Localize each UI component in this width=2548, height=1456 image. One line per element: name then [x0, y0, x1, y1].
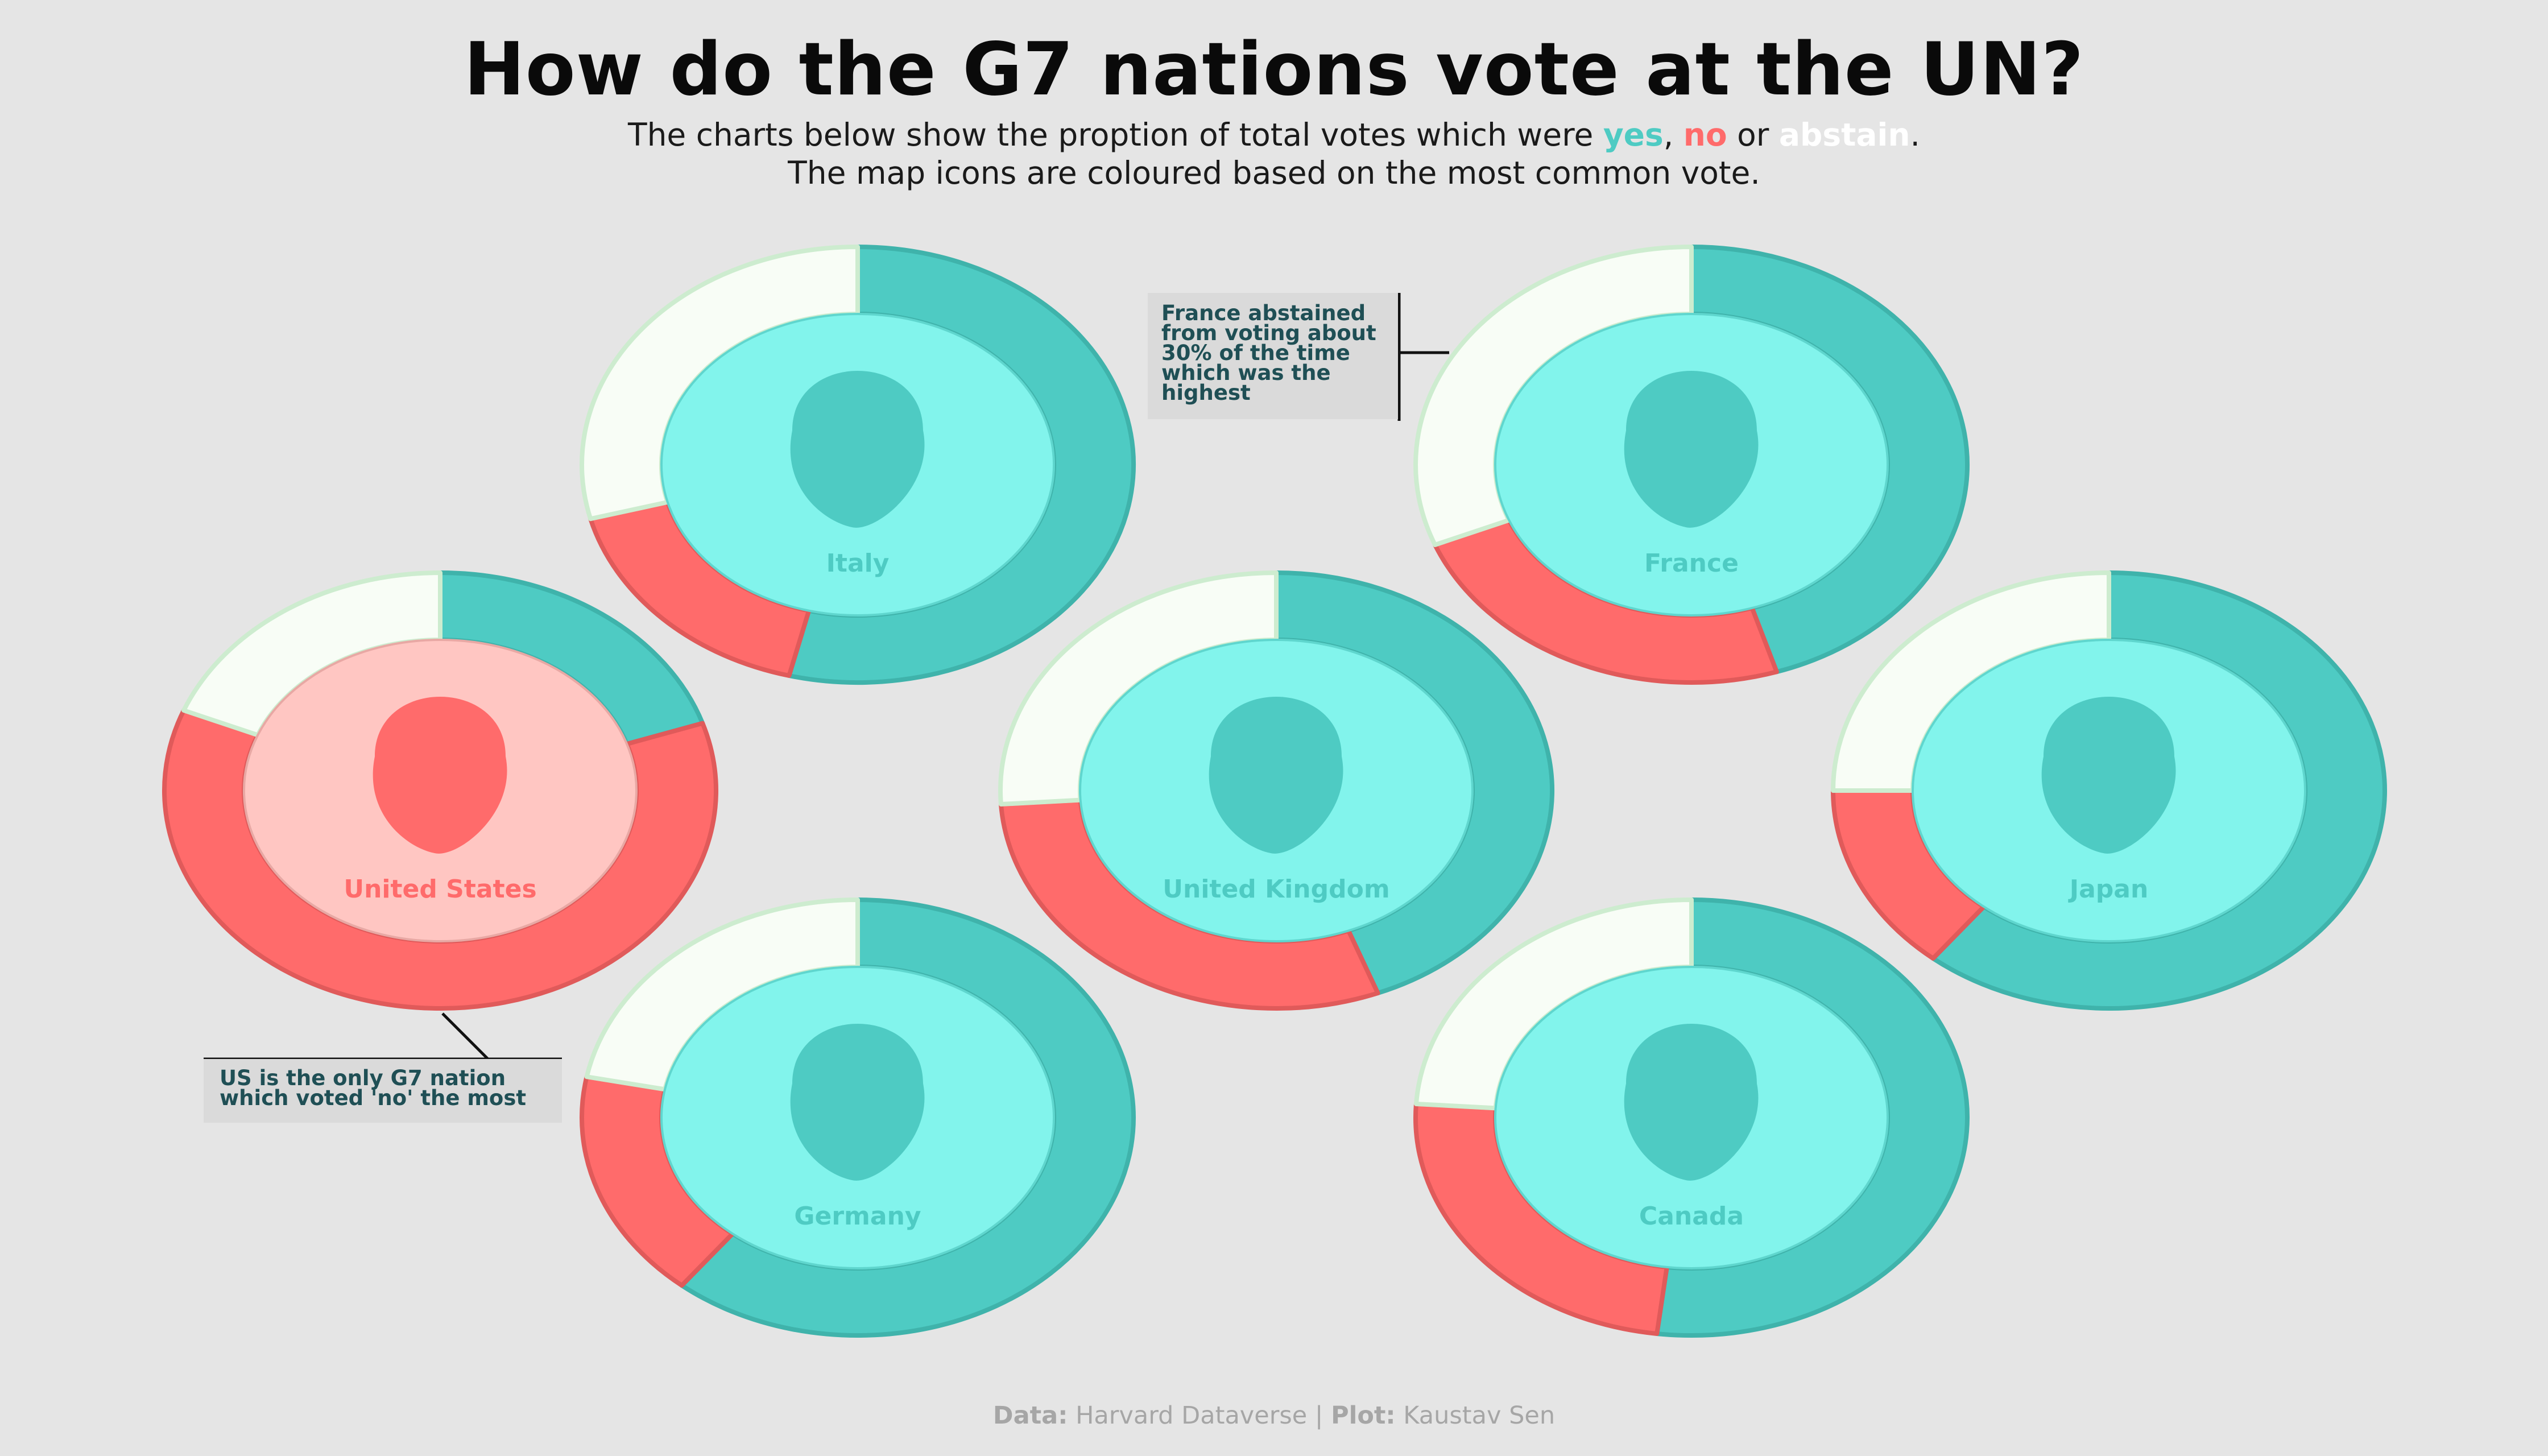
subtitle-sep-1: ,	[1663, 117, 1684, 153]
footer-credits: Data: Harvard Dataverse | Plot: Kaustav …	[0, 1401, 2548, 1430]
subtitle-line-1: The charts below show the proption of to…	[0, 117, 2548, 153]
donut-japan: Japan	[1831, 570, 2387, 1011]
subtitle-prefix: The charts below show the proption of to…	[627, 117, 1603, 153]
us-annotation: US is the only G7 nation which voted 'no…	[204, 1059, 562, 1123]
germany-map-icon	[790, 1024, 925, 1181]
footer-plot-label: Plot:	[1331, 1401, 1396, 1430]
subtitle-suffix: .	[1910, 117, 1921, 153]
us-note-connector	[441, 1012, 489, 1060]
united-states-map-icon	[373, 697, 507, 854]
donut-germany: Germany	[580, 897, 1136, 1338]
donut-italy: Italy	[580, 245, 1136, 685]
legend-abstain: abstain	[1778, 117, 1910, 153]
united-kingdom-label: United Kingdom	[1163, 875, 1389, 904]
footer-separator: |	[1314, 1401, 1323, 1430]
subtitle-sep-2: or	[1727, 117, 1779, 153]
france-label: France	[1644, 549, 1739, 578]
japan-label: Japan	[2068, 875, 2149, 904]
united-states-label: United States	[344, 875, 536, 904]
germany-label: Germany	[794, 1202, 921, 1231]
subtitle-line-2: The map icons are coloured based on the …	[788, 155, 1760, 191]
footer-data-value: Harvard Dataverse	[1076, 1401, 1308, 1430]
donut-layer: Italy France United States United Kingdom Ja…	[162, 245, 2387, 1338]
japan-map-icon	[2041, 697, 2176, 854]
donut-united-kingdom: United Kingdom	[998, 570, 1554, 1011]
united-kingdom-map-icon	[1209, 697, 1343, 854]
donut-canada: Canada	[1413, 897, 1970, 1338]
france-annotation: France abstained from voting about 30% o…	[1148, 293, 1398, 419]
legend-no: no	[1683, 117, 1727, 153]
france-map-icon	[1624, 371, 1759, 528]
italy-label: Italy	[826, 549, 890, 578]
footer-plot-value: Kaustav Sen	[1403, 1401, 1556, 1430]
legend-yes: yes	[1603, 117, 1664, 153]
page-title: How do the G7 nations vote at the UN?	[464, 27, 2084, 112]
donut-france: France	[1413, 245, 1970, 685]
donut-united-states: United States	[162, 570, 718, 1011]
canada-label: Canada	[1639, 1202, 1744, 1231]
footer-data-label: Data:	[992, 1401, 1068, 1430]
italy-map-icon	[790, 371, 925, 528]
canada-map-icon	[1624, 1024, 1759, 1181]
